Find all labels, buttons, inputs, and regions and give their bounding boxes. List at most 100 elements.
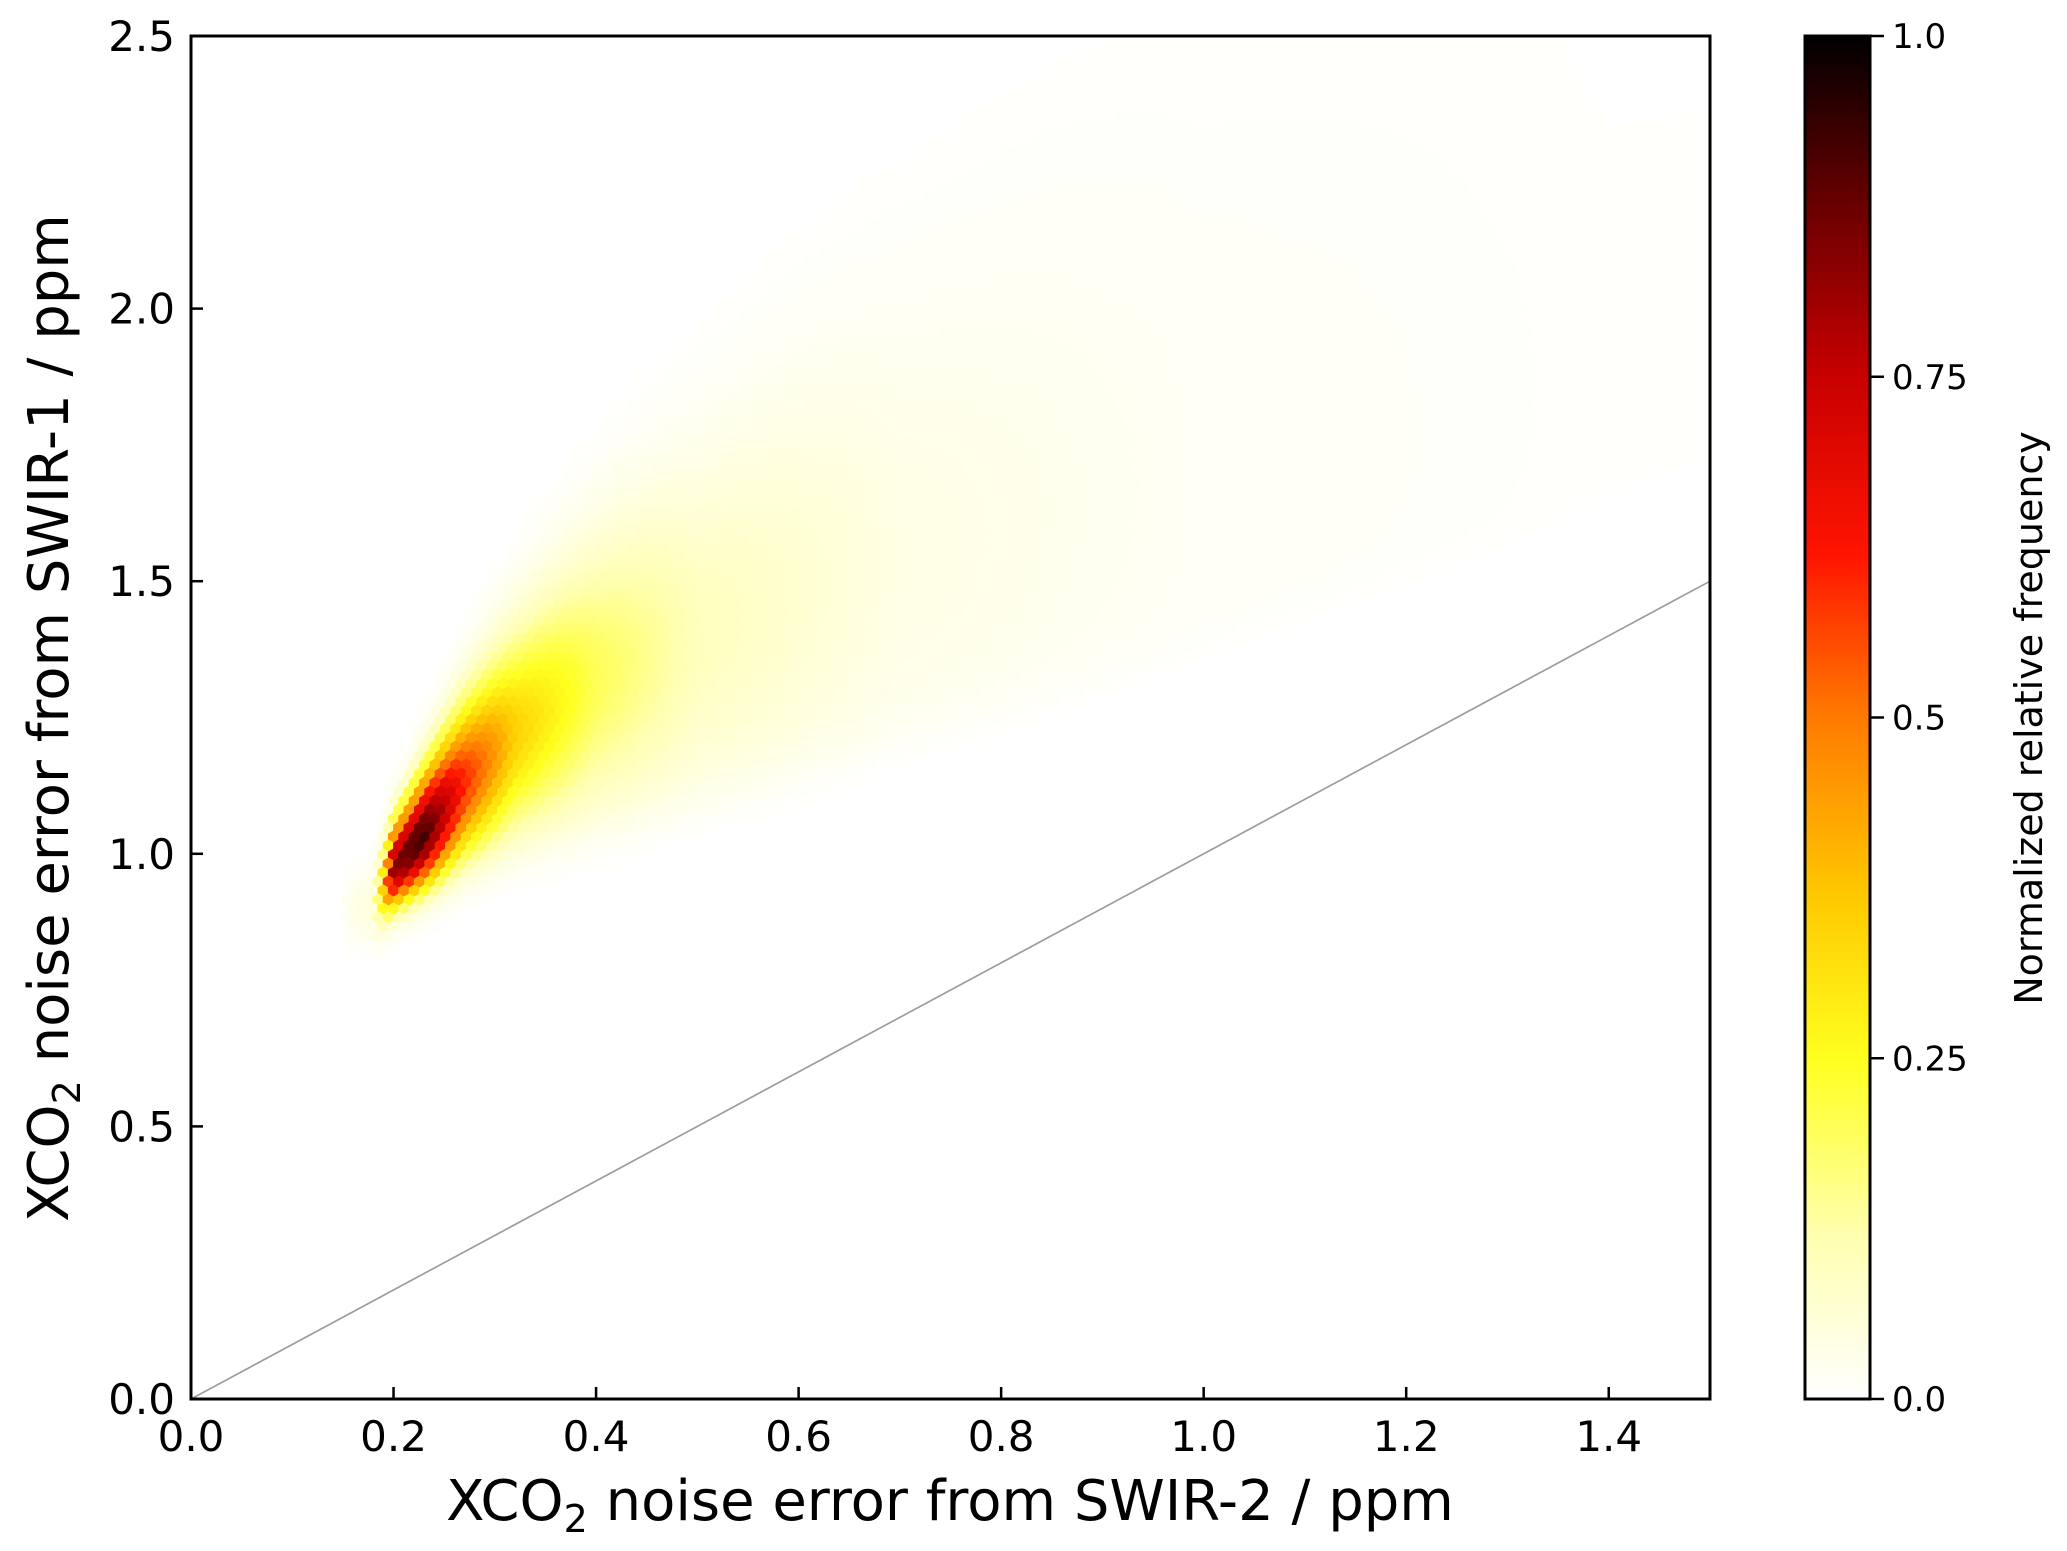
- density-hex: [1318, 101, 1330, 115]
- density-hex: [876, 200, 888, 214]
- density-hex: [1172, 137, 1184, 151]
- density-hex: [1006, 83, 1018, 97]
- density-hex: [943, 155, 956, 169]
- density-hex: [1151, 227, 1164, 241]
- density-hex: [1224, 47, 1236, 61]
- density-hex: [1541, 146, 1553, 160]
- density-hex: [1110, 191, 1122, 205]
- density-hex: [1063, 164, 1075, 178]
- density-hex: [1302, 200, 1314, 214]
- density-hex: [1697, 128, 1709, 142]
- density-hex: [1577, 137, 1590, 151]
- density-hex: [1364, 128, 1377, 142]
- density-hex: [1479, 128, 1491, 142]
- density-hex: [1073, 74, 1086, 88]
- density-hex: [928, 182, 940, 196]
- density-hex: [1354, 146, 1366, 160]
- density-hex: [1572, 146, 1585, 160]
- density-hex: [1084, 92, 1096, 106]
- density-hex: [1307, 191, 1320, 205]
- density-hex: [1099, 209, 1112, 223]
- density-hex: [1411, 227, 1423, 241]
- density-hex: [1151, 83, 1164, 97]
- density-hex: [1562, 56, 1574, 70]
- density-hex: [1271, 38, 1283, 52]
- density-hex: [1047, 155, 1060, 169]
- density-hex: [1047, 227, 1060, 241]
- density-hex: [902, 191, 914, 205]
- density-hex: [1447, 38, 1460, 52]
- density-hex: [1286, 101, 1299, 115]
- density-hex: [1364, 218, 1377, 232]
- density-hex: [1120, 47, 1132, 61]
- density-hex: [1473, 155, 1486, 169]
- density-hex: [1271, 56, 1283, 70]
- density-hex: [1359, 155, 1371, 169]
- density-hex: [1157, 146, 1169, 160]
- density-hex: [1505, 137, 1517, 151]
- density-hex: [1068, 209, 1081, 223]
- density-hex: [1551, 146, 1564, 160]
- density-hex: [1193, 209, 1205, 223]
- density-hex: [1229, 164, 1242, 178]
- density-hex: [1525, 101, 1538, 115]
- density-hex: [1463, 83, 1475, 97]
- density-hex: [1307, 83, 1320, 97]
- density-hex: [1416, 56, 1429, 70]
- density-hex: [1203, 137, 1216, 151]
- density-hex: [1484, 209, 1496, 223]
- density-hex: [1692, 155, 1704, 169]
- density-hex: [969, 146, 982, 160]
- density-hex: [985, 227, 997, 241]
- density-hex: [1167, 200, 1179, 214]
- density-hex: [1120, 209, 1132, 223]
- density-hex: [1411, 191, 1423, 205]
- density-hex: [1473, 65, 1486, 79]
- density-hex: [1624, 128, 1636, 142]
- density-hex: [1411, 173, 1423, 187]
- density-hex: [871, 191, 883, 205]
- density-hex: [1510, 200, 1522, 214]
- density-hex: [886, 182, 899, 196]
- density-hex: [1182, 101, 1195, 115]
- density-hex: [1380, 65, 1392, 79]
- density-hex: [1619, 155, 1631, 169]
- density-hex: [1312, 164, 1325, 178]
- density-hex: [1172, 173, 1184, 187]
- density-hex: [1136, 146, 1148, 160]
- density-hex: [1567, 119, 1579, 133]
- density-hex: [995, 155, 1008, 169]
- density-hex: [1172, 119, 1184, 133]
- density-hex: [1385, 110, 1397, 124]
- density-hex: [1198, 110, 1210, 124]
- density-hex: [1463, 209, 1475, 223]
- density-hex: [1136, 38, 1148, 52]
- density-hex: [1053, 200, 1065, 214]
- density-hex: [1260, 92, 1273, 106]
- density-hex: [1427, 74, 1439, 88]
- density-hex: [1661, 173, 1673, 187]
- density-hex: [1562, 110, 1574, 124]
- density-hex: [943, 209, 956, 223]
- density-hex: [1385, 218, 1397, 232]
- density-hex: [1541, 218, 1553, 232]
- density-hex: [1531, 38, 1543, 52]
- density-hex: [1058, 101, 1070, 115]
- density-hex: [1079, 65, 1091, 79]
- density-hex: [1318, 137, 1330, 151]
- density-hex: [1214, 101, 1226, 115]
- density-hex: [1053, 56, 1065, 70]
- density-hex: [1063, 92, 1075, 106]
- density-hex: [1115, 200, 1127, 214]
- density-hex: [1416, 110, 1429, 124]
- density-hex: [928, 164, 940, 178]
- density-hex: [1349, 65, 1361, 79]
- density-hex: [1234, 155, 1247, 169]
- density-hex: [969, 110, 982, 124]
- density-hex: [1635, 146, 1647, 160]
- density-hex: [1572, 218, 1585, 232]
- density-hex: [1203, 227, 1216, 241]
- density-hex: [1593, 218, 1605, 232]
- density-hex: [975, 155, 987, 169]
- density-hex: [1354, 128, 1366, 142]
